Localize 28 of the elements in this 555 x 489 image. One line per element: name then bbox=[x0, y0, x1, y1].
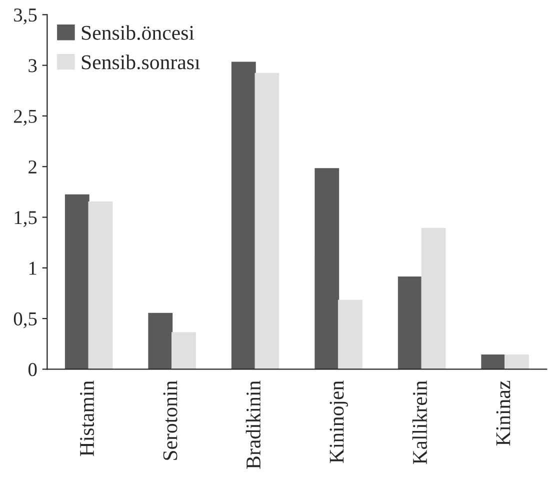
x-tick-label: Kallikrein bbox=[412, 380, 428, 464]
bar bbox=[64, 194, 90, 370]
x-tick-label: Kininojen bbox=[330, 380, 348, 464]
x-tick-label: Kininaz bbox=[496, 380, 510, 446]
bar bbox=[481, 354, 506, 370]
legend-label: Sensib.öncesi bbox=[82, 25, 194, 40]
bar bbox=[504, 354, 529, 370]
y-tick-label: 3 bbox=[28, 59, 37, 72]
legend-label: Sensib.sonrası bbox=[82, 54, 200, 70]
x-tick-label: Serotonin bbox=[163, 380, 178, 460]
y-tick-label: 2 bbox=[28, 160, 36, 174]
bar bbox=[421, 228, 446, 370]
bar bbox=[231, 62, 256, 370]
bar bbox=[88, 202, 113, 370]
y-tick-label: 1 bbox=[29, 262, 36, 275]
y-tick-label: 0,5 bbox=[14, 312, 37, 328]
y-tick-label: 2,5 bbox=[14, 110, 37, 126]
y-tick-label: 0 bbox=[28, 363, 37, 376]
bar bbox=[171, 332, 196, 370]
bar bbox=[254, 72, 280, 370]
bar bbox=[398, 276, 422, 370]
y-tick-label: 1,5 bbox=[14, 211, 37, 227]
y-tick-label: 3,5 bbox=[14, 8, 37, 24]
x-tick-label: Bradikinin bbox=[246, 380, 261, 469]
bar bbox=[148, 312, 173, 370]
bar bbox=[338, 300, 362, 370]
x-tick-label: Histamin bbox=[80, 380, 94, 456]
bar bbox=[314, 168, 340, 370]
